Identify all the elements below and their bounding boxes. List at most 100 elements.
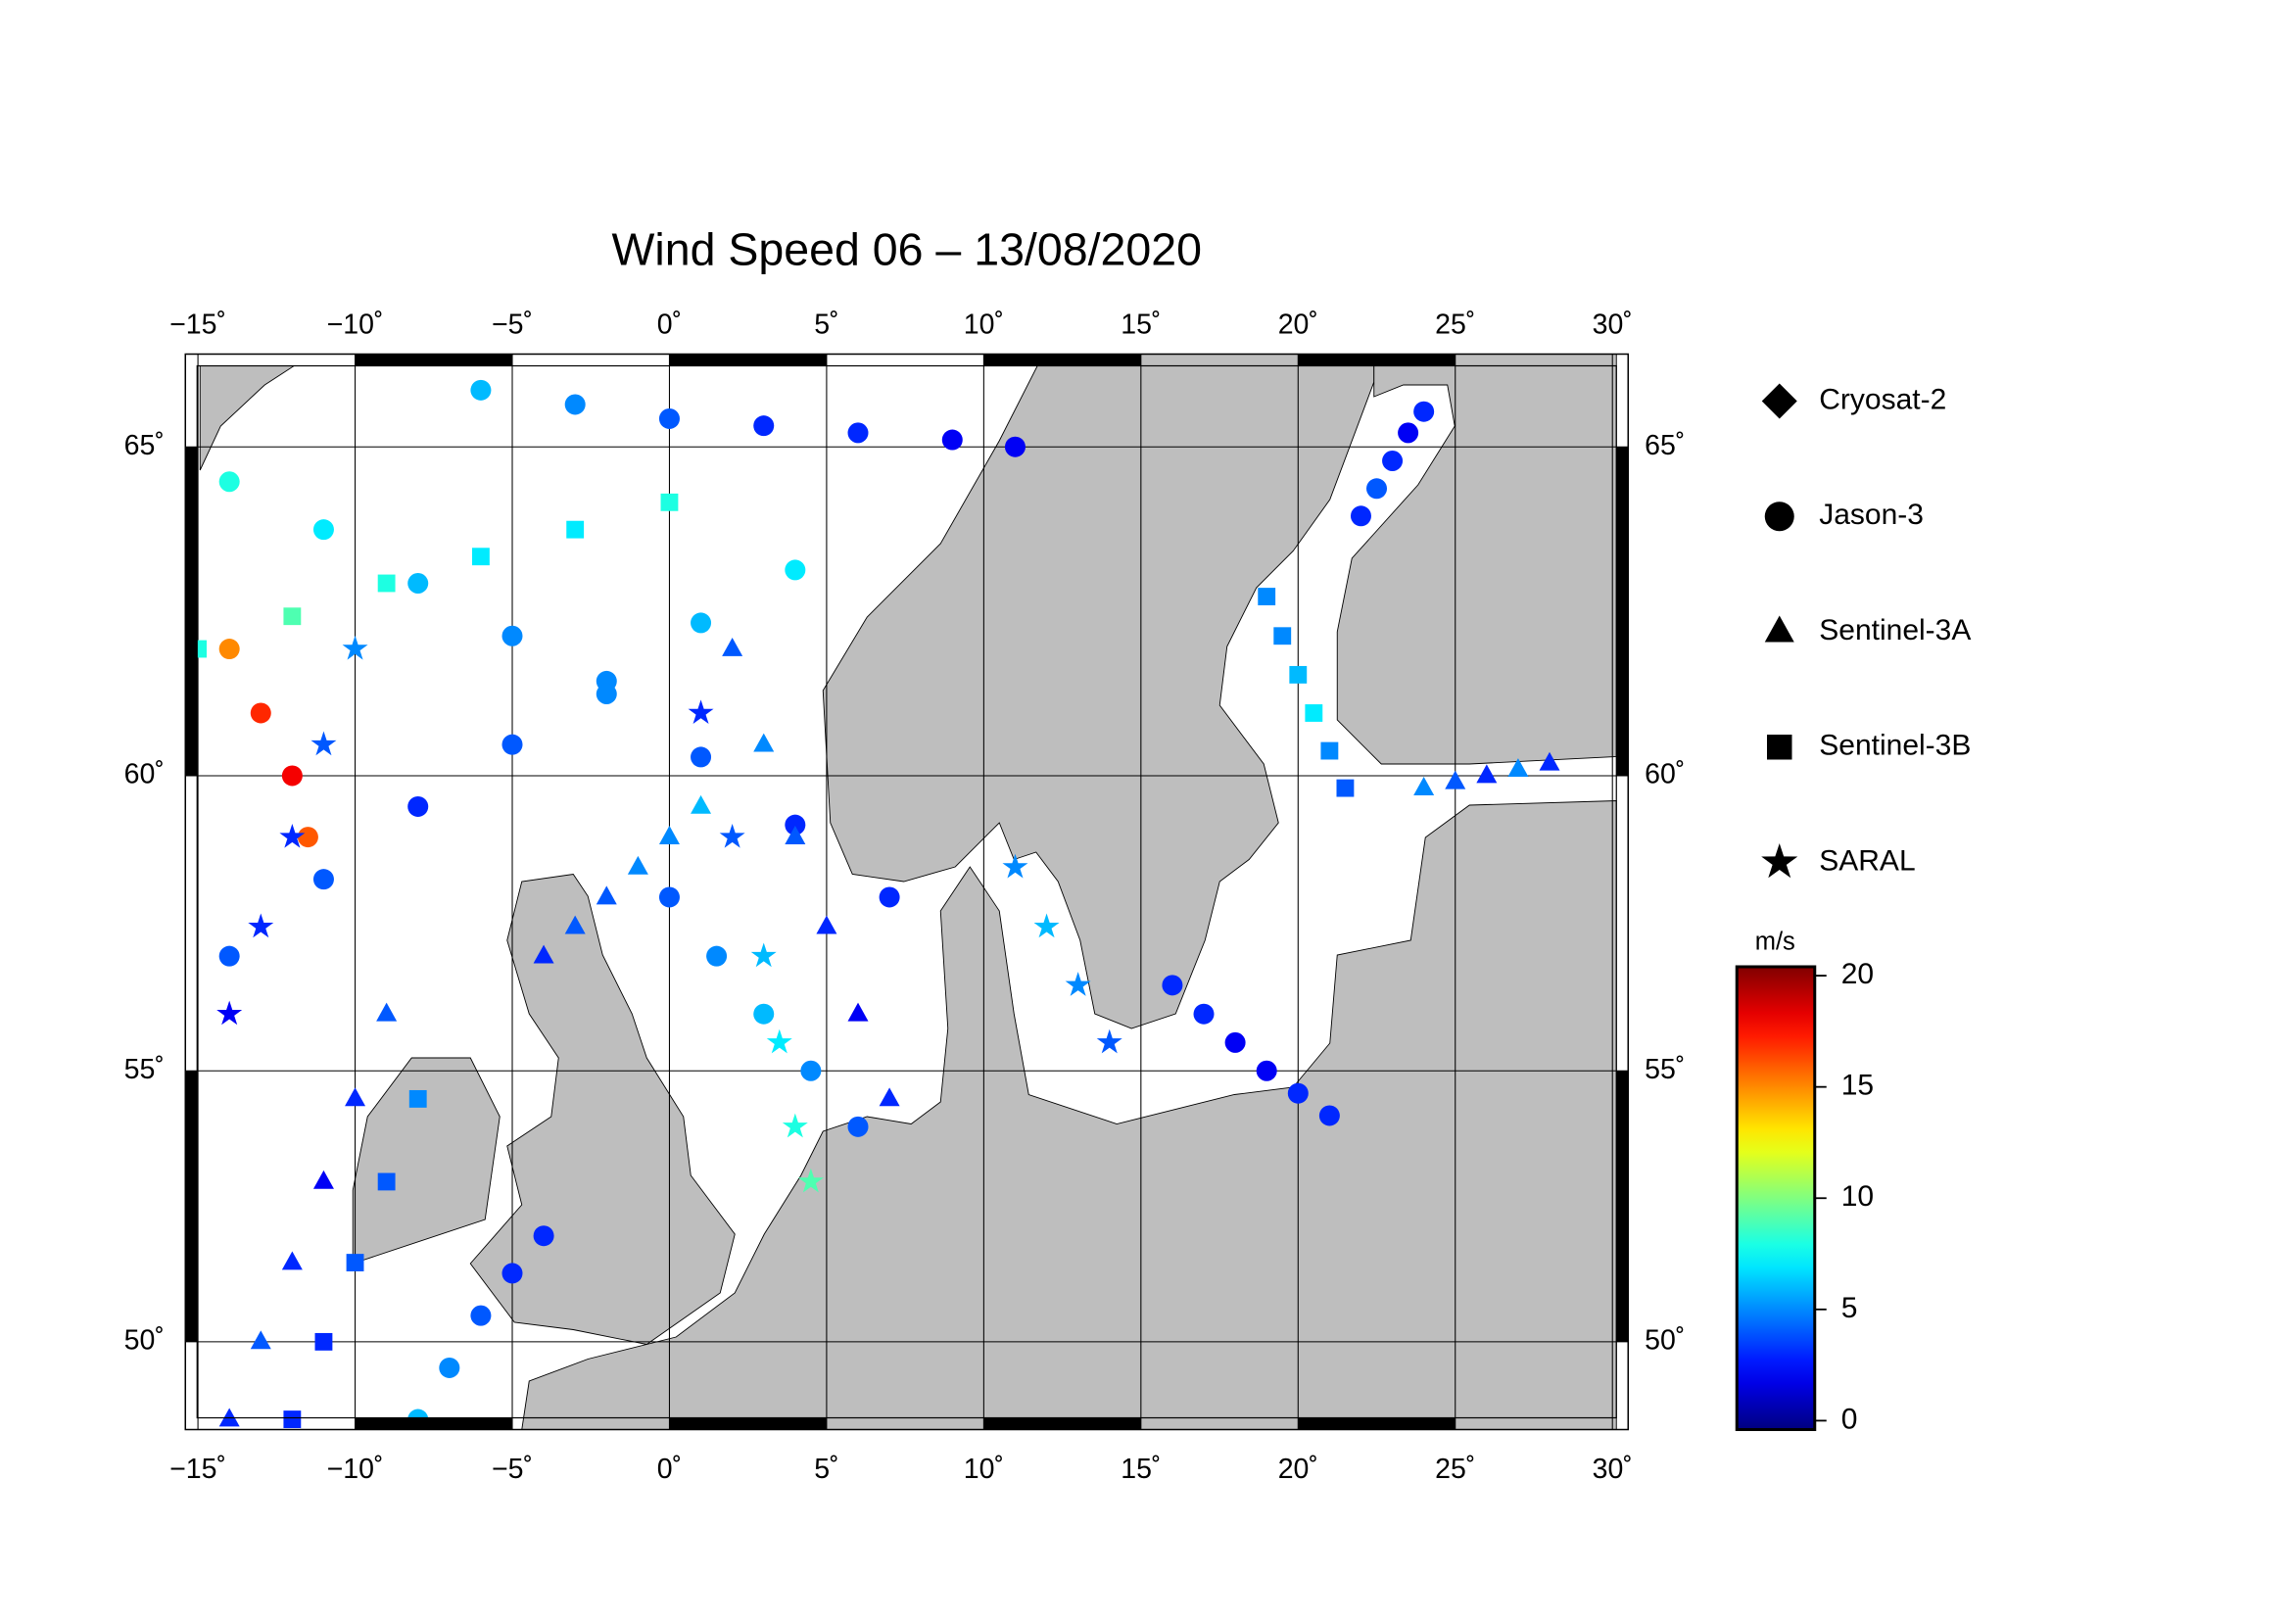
marker-square: [346, 1254, 364, 1271]
marker-circle: [596, 683, 617, 704]
y-tick-label-right: 60˚: [1645, 758, 1685, 789]
graticule: [185, 354, 1629, 1430]
marker-circle: [1256, 1060, 1277, 1081]
marker-star: [310, 731, 337, 756]
frame-bar: [185, 1071, 198, 1342]
marker-square: [408, 1089, 427, 1108]
x-tick-label-top: −15˚: [169, 310, 226, 341]
continent: [521, 800, 1617, 1430]
marker-circle: [501, 625, 523, 646]
frame-bar: [669, 354, 827, 366]
legend-label: SARAL: [1819, 844, 1915, 877]
marker-diamond: [1761, 383, 1797, 419]
marker-triangle: [879, 1087, 900, 1107]
marker-star: [342, 635, 368, 660]
marker-circle: [1382, 450, 1404, 471]
marker-star: [766, 1028, 792, 1054]
marker-circle: [533, 1225, 554, 1247]
frame-bar: [1616, 1071, 1629, 1342]
marker-star: [688, 699, 714, 725]
colorbar: m/s 0 5 10 15 20: [1735, 929, 1874, 1435]
marker-triangle: [627, 855, 648, 875]
marker-square: [660, 493, 679, 511]
marker-square: [283, 607, 302, 626]
marker-triangle: [722, 637, 743, 656]
x-tick-label-bottom: 0˚: [657, 1454, 682, 1485]
x-tick-label-top: −5˚: [492, 310, 533, 341]
axes: −15˚ −15˚ −10˚ −10˚ −5˚ −5˚ 0˚ 0˚ 5˚ 5˚ 10˚ 10˚ 15˚ 1…: [124, 310, 1686, 1486]
colorbar-label: m/s: [1755, 929, 1795, 956]
marker-circle: [1764, 502, 1794, 532]
colorbar-tick-label: 15: [1841, 1070, 1874, 1102]
marker-circle: [312, 519, 334, 541]
marker-circle: [1398, 422, 1419, 444]
land: [185, 354, 1629, 1430]
map-title: Wind Speed 06 – 13/08/2020: [612, 223, 1202, 274]
legend-label: Sentinel-3A: [1819, 614, 1971, 646]
marker-star: [1096, 1028, 1122, 1054]
great-britain: [469, 874, 736, 1345]
marker-circle: [250, 702, 271, 724]
marker-circle: [501, 734, 523, 755]
x-tick-label-top: −10˚: [327, 310, 384, 341]
frame-bar: [185, 447, 198, 776]
x-tick-label-top: 30˚: [1593, 310, 1633, 341]
frame-inner: [196, 364, 1617, 1419]
y-tick-label-right: 55˚: [1645, 1054, 1685, 1085]
marker-circle: [753, 1003, 775, 1025]
marker-triangle: [564, 915, 586, 934]
marker-star: [797, 1168, 824, 1193]
marker-square: [471, 548, 490, 566]
marker-triangle: [596, 885, 617, 905]
marker-circle: [847, 422, 869, 444]
marker-circle: [407, 795, 429, 817]
marker-triangle: [658, 826, 680, 844]
marker-circle: [879, 886, 900, 908]
x-tick-label-top: 10˚: [964, 310, 1004, 341]
marker-circle: [281, 765, 303, 787]
x-tick-label-bottom: −5˚: [492, 1454, 533, 1485]
marker-triangle: [1413, 777, 1435, 795]
frame-bar: [355, 354, 513, 366]
marker-square: [1767, 735, 1792, 760]
marker-triangle: [785, 826, 806, 844]
colorbar-tick-label: 0: [1841, 1403, 1858, 1435]
colorbar-tick-label: 5: [1841, 1292, 1858, 1324]
y-tick-label-left: 55˚: [124, 1054, 165, 1085]
y-tick-label-left: 65˚: [124, 430, 165, 461]
marker-square: [1320, 741, 1339, 760]
marker-triangle: [1476, 764, 1498, 784]
x-tick-label-top: 0˚: [657, 310, 682, 341]
marker-triangle: [691, 794, 712, 814]
legend-label: Sentinel-3B: [1819, 730, 1971, 762]
marker-circle: [941, 429, 963, 451]
marker-square: [1273, 627, 1292, 645]
marker-triangle: [847, 1002, 869, 1022]
x-tick-label-bottom: 20˚: [1278, 1454, 1318, 1485]
marker-circle: [407, 572, 429, 594]
marker-square: [1258, 588, 1276, 605]
marker-circle: [470, 379, 492, 401]
frame-bar: [1616, 447, 1629, 776]
colorbar-tick-label: 10: [1841, 1180, 1874, 1213]
marker-circle: [691, 612, 712, 634]
marker-star: [248, 913, 274, 938]
tracks: [189, 379, 1560, 1430]
marker-circle: [1413, 401, 1435, 422]
x-tick-label-top: 25˚: [1435, 310, 1475, 341]
marker-star: [1033, 913, 1060, 938]
x-tick-label-top: 5˚: [814, 310, 838, 341]
marker-circle: [1224, 1031, 1246, 1053]
marker-circle: [847, 1116, 869, 1137]
marker-triangle: [1539, 751, 1560, 771]
marker-circle: [297, 827, 318, 848]
frame-bar: [355, 1417, 513, 1430]
marker-circle: [1004, 436, 1026, 457]
marker-square: [1305, 704, 1323, 722]
marker-star: [1761, 843, 1798, 879]
marker-circle: [1318, 1105, 1340, 1126]
marker-circle: [1366, 478, 1388, 500]
marker-circle: [1162, 975, 1183, 996]
